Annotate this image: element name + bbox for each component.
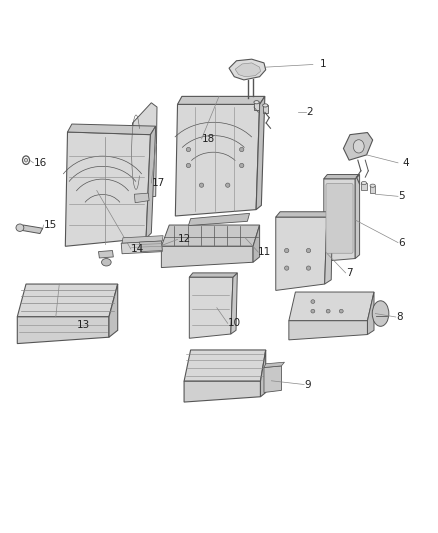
Polygon shape [121,241,162,254]
Polygon shape [276,217,327,290]
Ellipse shape [361,181,367,184]
Ellipse shape [263,104,268,107]
Polygon shape [109,284,118,337]
Polygon shape [229,59,266,80]
Text: 9: 9 [304,379,311,390]
Ellipse shape [240,148,244,152]
Polygon shape [325,212,332,284]
Text: 11: 11 [258,247,272,257]
Ellipse shape [199,183,204,187]
Ellipse shape [25,158,28,162]
Ellipse shape [311,300,315,303]
Polygon shape [254,102,259,110]
Text: 17: 17 [151,178,165,188]
Polygon shape [67,124,155,135]
Polygon shape [161,246,253,268]
Polygon shape [264,366,282,392]
Text: 10: 10 [228,318,241,328]
Ellipse shape [240,164,244,167]
Polygon shape [175,104,260,216]
Text: 1: 1 [319,60,326,69]
Text: 4: 4 [403,158,409,168]
Text: 13: 13 [77,320,90,330]
Polygon shape [189,273,237,277]
Ellipse shape [16,224,24,231]
Text: 6: 6 [398,238,405,247]
Polygon shape [130,103,157,198]
Polygon shape [99,251,113,258]
Ellipse shape [186,148,191,152]
Polygon shape [17,317,109,344]
Text: 12: 12 [177,235,191,245]
Polygon shape [65,132,150,246]
Polygon shape [355,174,360,259]
Ellipse shape [372,301,389,326]
Polygon shape [289,292,374,321]
Polygon shape [324,179,355,261]
Ellipse shape [285,266,289,270]
Ellipse shape [285,248,289,253]
Polygon shape [21,225,42,233]
Ellipse shape [306,266,311,270]
Polygon shape [263,106,268,113]
Polygon shape [177,96,265,104]
Polygon shape [264,362,285,368]
Polygon shape [17,284,118,317]
Ellipse shape [326,309,330,313]
Text: 14: 14 [131,244,144,254]
Ellipse shape [370,184,375,187]
Polygon shape [261,350,266,397]
Ellipse shape [102,259,111,266]
Ellipse shape [353,140,364,153]
Polygon shape [140,241,162,252]
Polygon shape [361,183,367,190]
Polygon shape [189,277,233,338]
Polygon shape [253,225,260,262]
Ellipse shape [186,164,191,167]
Polygon shape [289,321,367,340]
Text: 7: 7 [346,268,352,278]
Polygon shape [256,96,265,209]
Ellipse shape [22,156,29,165]
Polygon shape [367,292,374,335]
Polygon shape [188,213,250,225]
Ellipse shape [311,309,315,313]
Text: 8: 8 [396,312,403,322]
Polygon shape [184,350,266,381]
Polygon shape [134,193,149,203]
Ellipse shape [306,248,311,253]
Ellipse shape [226,183,230,187]
Ellipse shape [339,309,343,313]
Polygon shape [370,185,375,193]
Polygon shape [231,273,237,334]
Text: 5: 5 [398,191,405,201]
Ellipse shape [254,101,259,104]
Text: 16: 16 [33,158,47,168]
Text: 2: 2 [306,107,313,117]
Text: 15: 15 [43,220,57,230]
Polygon shape [324,174,360,179]
Polygon shape [146,126,155,238]
Polygon shape [343,133,373,160]
Polygon shape [122,236,163,243]
Polygon shape [161,225,260,246]
Polygon shape [276,212,332,217]
Polygon shape [184,381,261,402]
Polygon shape [235,63,261,77]
FancyBboxPatch shape [326,183,353,253]
Text: 18: 18 [201,134,215,144]
